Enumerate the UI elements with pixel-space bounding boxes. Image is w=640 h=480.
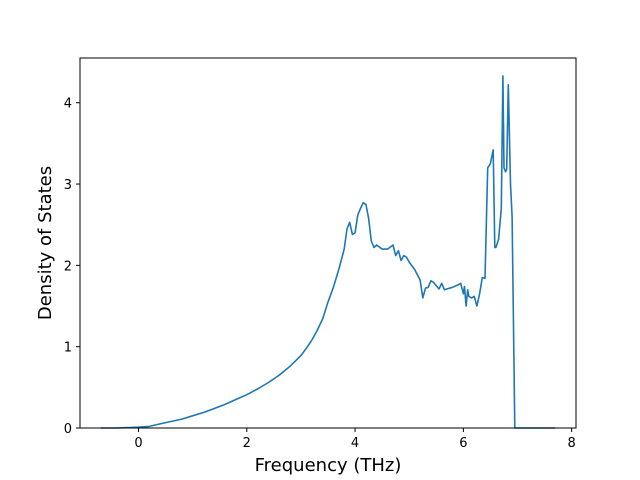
x-tick-label: 0 xyxy=(134,436,142,451)
x-tick-label: 8 xyxy=(568,436,576,451)
x-tick-label: 2 xyxy=(243,436,251,451)
dos-series-line xyxy=(100,75,556,429)
y-tick-label: 2 xyxy=(64,259,72,274)
x-axis-label: Frequency (THz) xyxy=(255,455,402,476)
y-tick-label: 3 xyxy=(64,178,72,193)
plot-area xyxy=(100,75,556,429)
y-tick-label: 4 xyxy=(64,97,72,112)
x-tick-label: 4 xyxy=(351,436,359,451)
y-axis-label: Density of States xyxy=(35,166,56,320)
axes-frame xyxy=(79,57,577,429)
y-tick-label: 0 xyxy=(64,422,72,437)
axis-ticks: 0 2 4 6 8 0 1 2 3 4 xyxy=(64,97,576,451)
x-tick-label: 6 xyxy=(459,436,467,451)
y-tick-label: 1 xyxy=(64,341,72,356)
